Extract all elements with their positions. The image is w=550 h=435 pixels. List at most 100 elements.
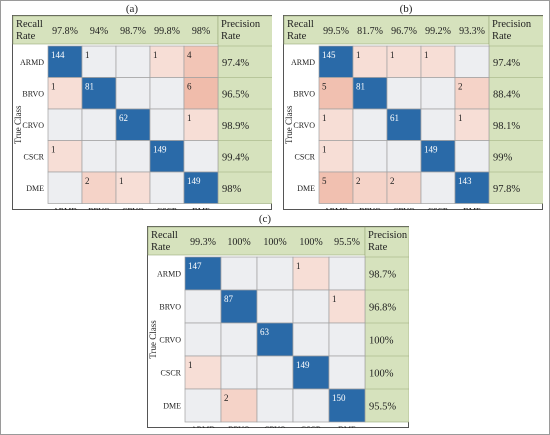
row-label: CSCR — [295, 152, 316, 161]
matrix-cell — [115, 45, 151, 78]
precision-value: 98% — [222, 184, 242, 195]
matrix-cell — [47, 77, 83, 110]
cell-value: 1 — [424, 50, 429, 60]
matrix-cell — [352, 171, 388, 204]
matrix-cell — [328, 355, 366, 390]
precision-title-line1: Precision — [492, 19, 532, 30]
matrix-cell — [386, 171, 422, 204]
precision-title-line1: Precision — [221, 19, 261, 30]
matrix-cell — [292, 355, 330, 390]
matrix-cell — [115, 171, 151, 204]
row-label: CRVO — [159, 336, 181, 345]
recall-header-band — [283, 15, 490, 45]
precision-value: 100% — [369, 369, 394, 380]
matrix-cell — [420, 108, 456, 141]
column-label: DME — [463, 207, 481, 211]
cell-value: 2 — [224, 393, 229, 403]
cell-value: 5 — [322, 82, 327, 92]
column-label: CRVO — [393, 207, 415, 211]
recall-title-line1: Recall — [16, 19, 43, 30]
cell-value: 1 — [188, 360, 193, 370]
matrix-cell — [328, 322, 366, 357]
precision-title-line2: Rate — [221, 31, 241, 42]
column-label: CSCR — [301, 425, 322, 428]
cell-value: 2 — [390, 176, 395, 186]
matrix-cell — [47, 45, 83, 78]
matrix-cell — [352, 108, 388, 141]
matrix-cell — [220, 355, 258, 390]
matrix-cell — [149, 171, 185, 204]
row-label: DME — [163, 402, 181, 411]
recall-header-band — [147, 226, 366, 256]
matrix-cell — [183, 140, 219, 173]
recall-value: 96.7% — [391, 26, 417, 37]
matrix-cell — [386, 140, 422, 173]
column-label: ARMD — [53, 207, 77, 211]
row-label: CRVO — [22, 121, 44, 130]
row-label: ARMD — [20, 58, 44, 67]
matrix-cell — [184, 388, 222, 423]
matrix-cell — [420, 77, 456, 110]
matrix-cell — [183, 108, 219, 141]
precision-column-band — [488, 15, 543, 204]
cell-value: 81 — [85, 82, 94, 92]
column-label: BRVO — [88, 207, 110, 211]
cell-value: 143 — [458, 176, 472, 186]
precision-value: 98.1% — [493, 121, 520, 132]
matrix-cell — [292, 388, 330, 423]
column-label: DME — [338, 425, 356, 428]
row-label: CSCR — [161, 369, 182, 378]
matrix-cell — [454, 108, 490, 141]
matrix-cell — [328, 289, 366, 324]
matrix-cell — [292, 322, 330, 357]
precision-value: 97.4% — [493, 58, 520, 69]
matrix-cell — [220, 322, 258, 357]
matrix-cell — [256, 256, 294, 291]
recall-value: 99.5% — [323, 26, 349, 37]
matrix-cell — [454, 140, 490, 173]
precision-value: 96.8% — [369, 303, 396, 314]
matrix-cell — [184, 289, 222, 324]
cell-value: 4 — [187, 50, 192, 60]
precision-title-line2: Rate — [368, 242, 388, 253]
column-label: DME — [192, 207, 210, 211]
precision-value: 96.5% — [222, 89, 249, 100]
recall-value: 98% — [192, 26, 210, 37]
cell-value: 5 — [322, 176, 327, 186]
matrix-cell — [81, 140, 117, 173]
panel-a-label: (a) — [125, 3, 139, 15]
matrix-cell — [184, 355, 222, 390]
cell-value: 150 — [332, 393, 346, 403]
matrix-cell — [220, 256, 258, 291]
row-label: ARMD — [291, 58, 315, 67]
recall-title-line2: Rate — [16, 31, 36, 42]
cell-value: 1 — [322, 113, 327, 123]
cell-value: 2 — [356, 176, 361, 186]
cell-value: 1 — [85, 50, 90, 60]
cell-value: 1 — [119, 176, 124, 186]
matrix-cell — [184, 256, 222, 291]
cell-value: 87 — [224, 294, 234, 304]
cell-value: 149 — [187, 176, 201, 186]
cell-value: 144 — [51, 50, 65, 60]
cell-value: 61 — [390, 113, 399, 123]
precision-value: 100% — [369, 336, 394, 347]
column-label: CRVO — [264, 425, 286, 428]
recall-title-line1: Recall — [151, 230, 178, 241]
cell-value: 63 — [260, 327, 270, 337]
matrix-cell — [454, 171, 490, 204]
recall-value: 99.8% — [154, 26, 180, 37]
matrix-cell — [318, 77, 354, 110]
matrix-cell — [47, 171, 83, 204]
row-label: CRVO — [293, 121, 315, 130]
matrix-cell — [115, 77, 151, 110]
column-label: ARMD — [191, 425, 215, 428]
cell-value: 2 — [85, 176, 90, 186]
matrix-cell — [256, 355, 294, 390]
matrix-cell — [454, 45, 490, 78]
cell-value: 1 — [153, 50, 158, 60]
cell-value: 1 — [332, 294, 337, 304]
matrix-cell — [256, 322, 294, 357]
matrix-cell — [47, 140, 83, 173]
matrix-cell — [47, 108, 83, 141]
